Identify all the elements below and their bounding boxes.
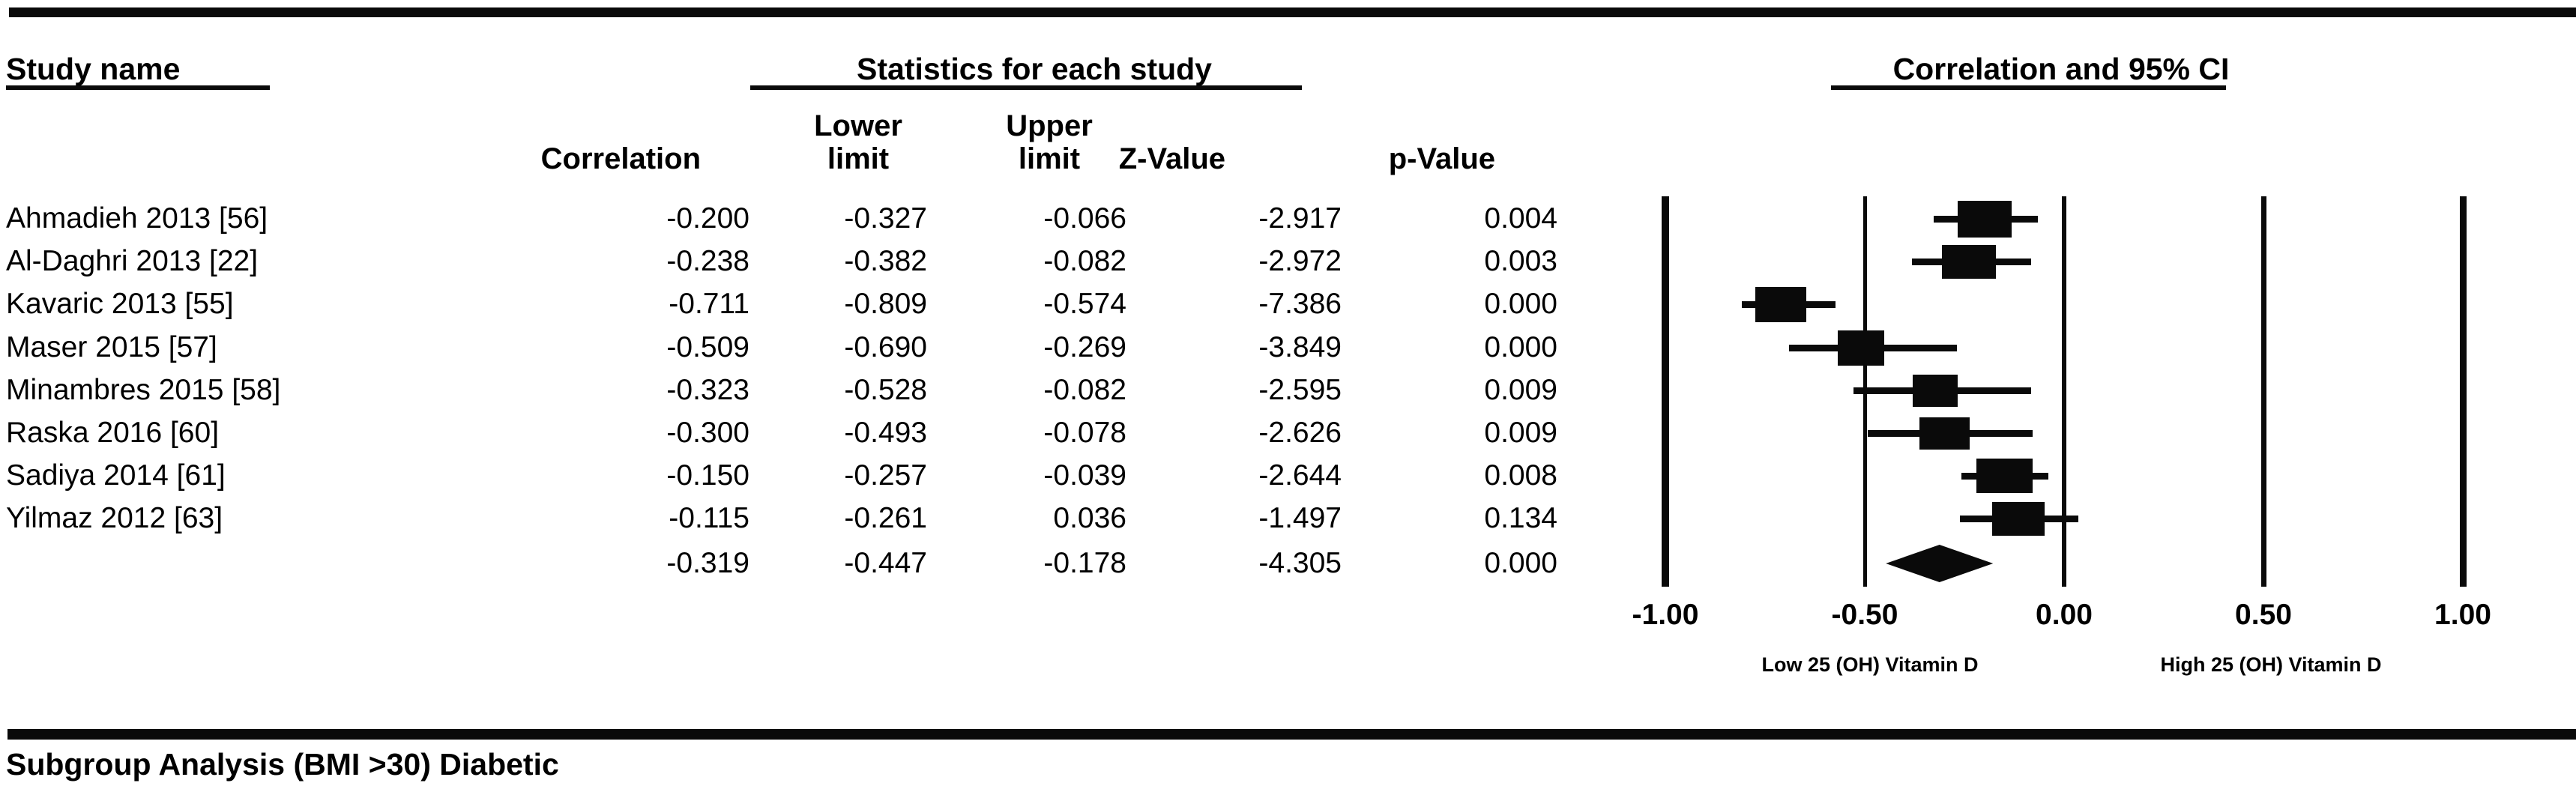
p-value-cell: 0.004: [1484, 202, 1557, 235]
p-value-cell: 0.008: [1484, 459, 1557, 492]
forest-box: [1838, 330, 1885, 366]
forest-box: [1755, 286, 1806, 322]
lower-limit-cell: -0.447: [844, 547, 927, 579]
p-value-cell: 0.009: [1484, 374, 1557, 406]
study-name-underline: [6, 85, 270, 90]
column-header-p-value: p-Value: [1388, 142, 1495, 175]
z-value-cell: -2.917: [1258, 202, 1342, 235]
left-direction-label: Low 25 (OH) Vitamin D: [1761, 653, 1979, 676]
study-name-cell: Maser 2015 [57]: [6, 331, 217, 363]
upper-limit-cell: -0.039: [1043, 459, 1126, 492]
z-value-cell: -7.386: [1258, 288, 1342, 320]
ci-header: Correlation and 95% CI: [1892, 52, 2230, 86]
column-header-lower-2: limit: [827, 142, 890, 175]
study-name-header: Study name: [6, 52, 181, 86]
column-header-z-value: Z-Value: [1118, 142, 1225, 175]
statistics-header: Statistics for each study: [857, 52, 1212, 86]
upper-limit-cell: -0.078: [1043, 417, 1126, 449]
study-name-cell: Minambres 2015 [58]: [6, 374, 281, 406]
forest-box: [1976, 459, 2033, 493]
bottom-rule: [7, 729, 2576, 740]
p-value-cell: 0.000: [1484, 331, 1557, 363]
study-name-cell: Raska 2016 [60]: [6, 417, 220, 449]
z-value-cell: -2.644: [1258, 459, 1342, 492]
axis-line: [2459, 196, 2467, 587]
z-value-cell: -3.849: [1258, 331, 1342, 363]
column-header-upper-2: limit: [1018, 142, 1081, 175]
study-name-cell: Ahmadieh 2013 [56]: [6, 202, 268, 235]
correlation-cell: -0.115: [669, 502, 749, 534]
axis-line: [2062, 196, 2066, 587]
summary-diamond: [1886, 545, 1994, 582]
correlation-cell: -0.300: [666, 417, 749, 449]
upper-limit-cell: -0.178: [1043, 547, 1126, 579]
upper-limit-cell: -0.269: [1043, 331, 1126, 363]
lower-limit-cell: -0.382: [844, 245, 927, 277]
statistics-underline: [750, 85, 1302, 90]
lower-limit-cell: -0.809: [844, 288, 927, 320]
ci-underline: [1831, 85, 2226, 90]
column-header-upper-1: Upper: [1006, 109, 1093, 142]
study-name-cell: Yilmaz 2012 [63]: [6, 502, 223, 534]
study-name-cell: Sadiya 2014 [61]: [6, 459, 226, 492]
correlation-cell: -0.509: [666, 331, 749, 363]
upper-limit-cell: -0.082: [1043, 374, 1126, 406]
upper-limit-cell: -0.082: [1043, 245, 1126, 277]
upper-limit-cell: -0.066: [1043, 202, 1126, 235]
axis-tick-label: 1.00: [2434, 599, 2491, 631]
forest-box: [1957, 200, 2012, 238]
right-direction-label: High 25 (OH) Vitamin D: [2160, 653, 2382, 676]
axis-tick-label: -0.50: [1831, 599, 1898, 631]
p-value-cell: 0.134: [1484, 502, 1557, 534]
p-value-cell: 0.009: [1484, 417, 1557, 449]
p-value-cell: 0.000: [1484, 288, 1557, 320]
axis-line: [1662, 196, 1669, 587]
p-value-cell: 0.000: [1484, 547, 1557, 579]
z-value-cell: -1.497: [1258, 502, 1342, 534]
upper-limit-cell: -0.574: [1043, 288, 1126, 320]
forest-box: [1919, 417, 1970, 450]
lower-limit-cell: -0.327: [844, 202, 927, 235]
z-value-cell: -2.595: [1258, 374, 1342, 406]
axis-line: [2260, 196, 2266, 587]
correlation-cell: -0.711: [669, 288, 749, 320]
forest-box: [1991, 501, 2045, 536]
correlation-cell: -0.150: [666, 459, 749, 492]
correlation-cell: -0.238: [666, 245, 749, 277]
upper-limit-cell: 0.036: [1053, 502, 1126, 534]
top-rule: [9, 7, 2576, 17]
column-header-correlation: Correlation: [540, 142, 701, 175]
lower-limit-cell: -0.261: [844, 502, 927, 534]
lower-limit-cell: -0.493: [844, 417, 927, 449]
forest-box: [1942, 244, 1997, 279]
lower-limit-cell: -0.257: [844, 459, 927, 492]
z-value-cell: -2.626: [1258, 417, 1342, 449]
axis-tick-label: 0.50: [2235, 599, 2292, 631]
z-value-cell: -2.972: [1258, 245, 1342, 277]
subgroup-label: Subgroup Analysis (BMI >30) Diabetic: [6, 747, 559, 782]
study-name-cell: Al-Daghri 2013 [22]: [6, 245, 259, 277]
lower-limit-cell: -0.528: [844, 374, 927, 406]
correlation-cell: -0.323: [666, 374, 749, 406]
column-header-lower-1: Lower: [814, 109, 902, 142]
p-value-cell: 0.003: [1484, 245, 1557, 277]
lower-limit-cell: -0.690: [844, 331, 927, 363]
correlation-cell: -0.319: [666, 547, 749, 579]
study-name-cell: Kavaric 2013 [55]: [6, 288, 234, 320]
axis-tick-label: -1.00: [1632, 599, 1699, 631]
z-value-cell: -4.305: [1258, 547, 1342, 579]
forest-box: [1913, 374, 1958, 407]
correlation-cell: -0.200: [666, 202, 749, 235]
axis-tick-label: 0.00: [2036, 599, 2093, 631]
